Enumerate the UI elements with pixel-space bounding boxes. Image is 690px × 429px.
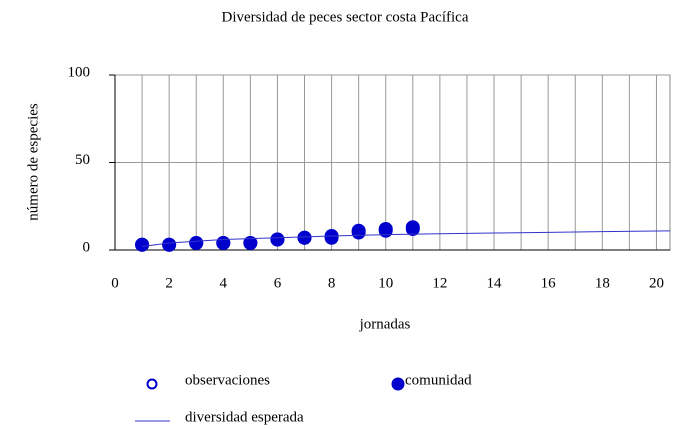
legend-marker	[391, 377, 405, 391]
y-axis-label: número de especies	[25, 103, 41, 221]
x-tick-label: 6	[274, 275, 282, 291]
x-tick-label: 18	[595, 275, 610, 291]
legend-marker	[146, 378, 158, 390]
legend-label: diversidad esperada	[185, 409, 304, 425]
x-tick-label: 10	[378, 275, 393, 291]
community-point	[351, 225, 366, 240]
community-point	[162, 237, 177, 252]
community-point	[297, 230, 312, 245]
x-tick-label: 8	[328, 275, 336, 291]
community-point	[189, 236, 204, 250]
community-point	[216, 236, 231, 250]
legend-label: comunidad	[405, 372, 472, 388]
x-tick-label: 4	[220, 275, 228, 291]
community-point	[405, 222, 420, 236]
y-tick-label: 100	[68, 64, 91, 80]
x-tick-label: 14	[487, 275, 503, 291]
chart-title: Diversidad de peces sector costa Pacífic…	[222, 9, 469, 25]
y-tick-label: 0	[83, 239, 91, 255]
x-tick-label: 0	[111, 275, 119, 291]
x-tick-label: 16	[541, 275, 557, 291]
x-tick-label: 12	[432, 275, 447, 291]
x-axis-label: jornadas	[359, 316, 411, 332]
community-point	[378, 223, 393, 238]
legend-label: observaciones	[185, 372, 270, 388]
x-tick-label: 20	[649, 275, 664, 291]
x-tick-label: 2	[165, 275, 173, 291]
expected-line	[142, 230, 671, 247]
community-point	[243, 236, 258, 250]
community-point	[324, 230, 339, 245]
y-tick-label: 50	[75, 152, 90, 168]
community-point	[270, 232, 285, 247]
community-point	[135, 237, 150, 252]
